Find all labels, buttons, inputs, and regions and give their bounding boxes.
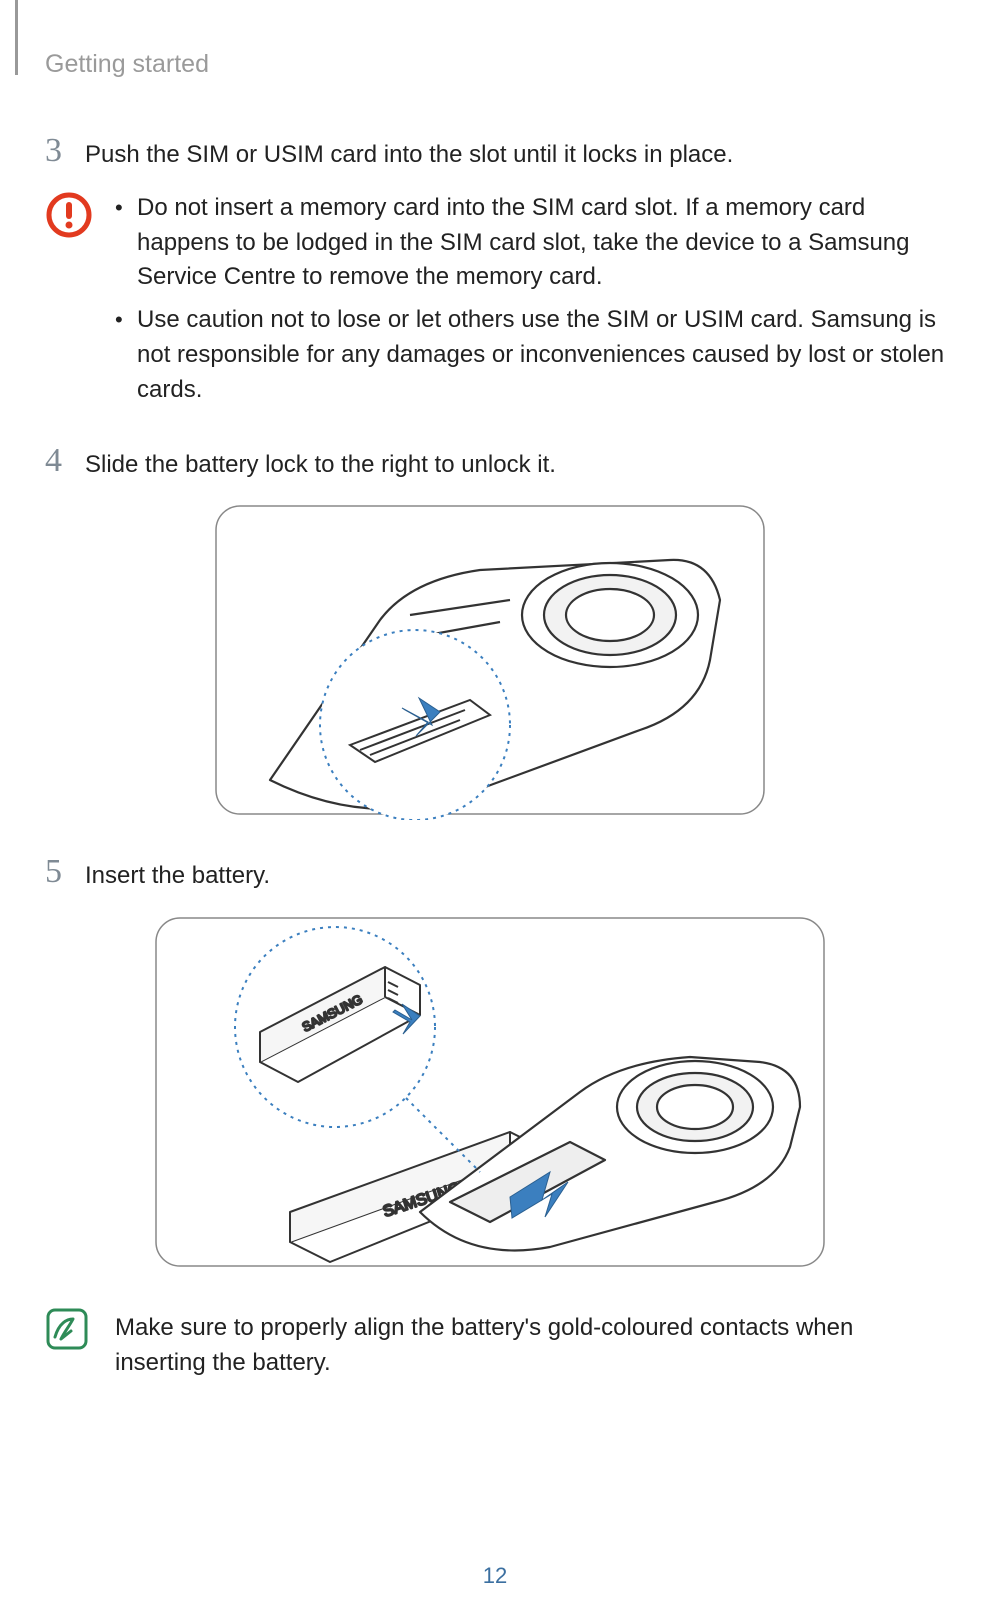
header-title: Getting started — [45, 50, 950, 79]
bullet-dot: • — [115, 191, 137, 295]
bullet-dot: • — [115, 303, 137, 407]
step-3: 3 Push the SIM or USIM card into the slo… — [45, 134, 950, 173]
note-icon — [45, 1307, 97, 1381]
step-4-number: 4 — [45, 444, 70, 483]
note-text: Make sure to properly align the battery'… — [115, 1307, 950, 1381]
step-3-text: Push the SIM or USIM card into the slot … — [85, 134, 733, 173]
step-5-number: 5 — [45, 855, 70, 894]
header-left-rule — [15, 0, 18, 75]
caution-bullet-2-text: Use caution not to lose or let others us… — [137, 303, 950, 407]
caution-body: • Do not insert a memory card into the S… — [115, 191, 950, 416]
page-number: 12 — [0, 1563, 990, 1589]
step-4-text: Slide the battery lock to the right to u… — [85, 444, 556, 483]
step-3-number: 3 — [45, 134, 70, 173]
caution-bullet-1-text: Do not insert a memory card into the SIM… — [137, 191, 950, 295]
step-4: 4 Slide the battery lock to the right to… — [45, 444, 950, 483]
note-callout: Make sure to properly align the battery'… — [45, 1307, 950, 1381]
caution-bullet-1: • Do not insert a memory card into the S… — [115, 191, 950, 295]
caution-icon — [45, 191, 97, 416]
figure-insert-battery: SAMSUNG SAMSUNG — [30, 912, 950, 1277]
step-5: 5 Insert the battery. — [45, 855, 950, 894]
figure-battery-lock — [30, 500, 950, 825]
caution-callout: • Do not insert a memory card into the S… — [45, 191, 950, 416]
caution-bullet-2: • Use caution not to lose or let others … — [115, 303, 950, 407]
step-5-text: Insert the battery. — [85, 855, 270, 894]
